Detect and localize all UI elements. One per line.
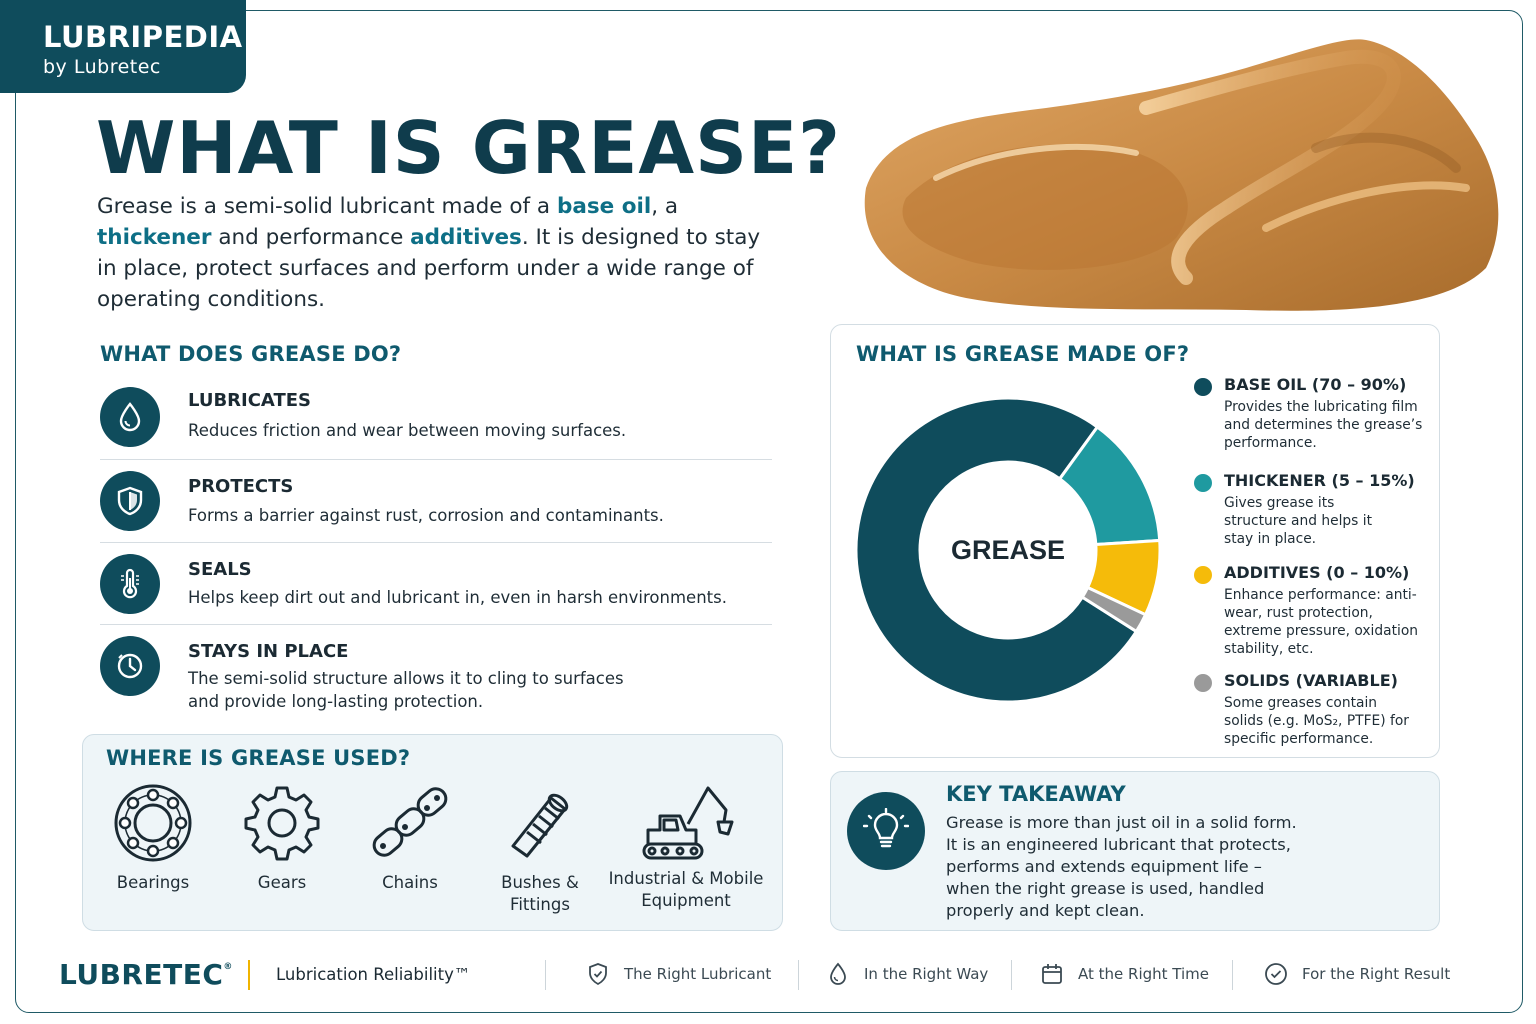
usage-label: Bushes & Fittings [501, 873, 579, 914]
function-seals: SEALS Helps keep dirt out and lubricant … [100, 554, 772, 614]
legend-desc: Enhance performance: anti-wear, rust pro… [1224, 587, 1419, 657]
function-stays-in-place: STAYS IN PLACE The semi-solid structure … [100, 636, 772, 711]
legend-desc: Gives grease its structure and helps it … [1224, 495, 1372, 547]
bushing-icon [511, 793, 569, 858]
droplet-icon [830, 962, 846, 985]
divider [100, 624, 772, 625]
function-title: STAYS IN PLACE [188, 641, 349, 662]
chain-icon [372, 787, 448, 857]
bearing-icon [114, 784, 192, 862]
footer-item-right-time: At the Right Time [1040, 962, 1209, 986]
legend-swatch [1194, 378, 1212, 396]
function-title: LUBRICATES [188, 390, 312, 411]
function-desc: Reduces friction and wear between moving… [188, 421, 627, 440]
footer-item-right-result: For the Right Result [1264, 962, 1450, 986]
legend-swatch [1194, 674, 1212, 692]
footer-item-label: At the Right Time [1078, 965, 1210, 983]
footer-separator [798, 960, 799, 990]
brand-tag: LUBRIPEDIA by Lubretec [0, 0, 246, 93]
footer-item-right-way: In the Right Way [826, 962, 988, 986]
footer-item-label: For the Right Result [1302, 965, 1451, 983]
composition-heading: WHAT IS GREASE MADE OF? [856, 342, 1190, 366]
takeaway-panel [830, 771, 1440, 931]
clock-icon [100, 636, 160, 696]
function-desc: Forms a barrier against rust, corrosion … [188, 506, 664, 525]
legend-title: BASE OIL (70 – 90%) [1224, 375, 1407, 394]
page-title: WHAT IS GREASE? [96, 106, 841, 190]
excavator-icon [642, 786, 734, 860]
legend-title: ADDITIVES (0 – 10%) [1224, 563, 1410, 582]
takeaway-text: Grease is more than just oil in a solid … [946, 813, 1297, 920]
divider [100, 459, 772, 460]
takeaway-heading: KEY TAKEAWAY [946, 782, 1126, 806]
function-title: SEALS [188, 559, 252, 580]
divider [100, 542, 772, 543]
function-title: PROTECTS [188, 476, 294, 497]
functions-heading: WHAT DOES GREASE DO? [100, 342, 402, 366]
donut-slice-solids [1080, 585, 1148, 634]
footer-item-right-lubricant: The Right Lubricant [586, 962, 771, 986]
gear-icon [244, 786, 320, 861]
shield-check-icon [589, 963, 607, 986]
intro-text: Grease is a semi-solid lubricant made of… [97, 194, 761, 312]
usage-panel [82, 734, 783, 931]
brand-by: by Lubretec [43, 56, 161, 78]
footer-item-label: The Right Lubricant [624, 965, 772, 983]
highlight-additives: additives [410, 225, 522, 250]
footer-item-label: In the Right Way [864, 965, 989, 983]
legend-title: SOLIDS (VARIABLE) [1224, 671, 1398, 690]
legend-swatch [1194, 566, 1212, 584]
highlight-base-oil: base oil [556, 194, 652, 219]
legend-swatch [1194, 474, 1212, 492]
droplet-icon [100, 387, 160, 447]
usage-gears: Gears [232, 782, 332, 894]
grease-image [864, 39, 1499, 311]
donut-center-label: GREASE [951, 535, 1065, 565]
calendar-icon [1042, 964, 1062, 984]
footer-logo: LUBRETEC® [59, 958, 233, 991]
function-desc: The semi-solid structure allows it to cl… [188, 669, 624, 711]
check-circle-icon [1265, 963, 1287, 985]
footer-tagline: Lubrication Reliability™ [276, 965, 471, 984]
usage-label: Gears [257, 873, 307, 892]
shield-icon [100, 471, 160, 531]
function-desc: Helps keep dirt out and lubricant in, ev… [188, 588, 727, 607]
thermometer-icon [100, 554, 160, 614]
footer-separator [545, 960, 546, 990]
footer-separator [1011, 960, 1012, 990]
footer-separator [1232, 960, 1233, 990]
usage-heading: WHERE IS GREASE USED? [106, 746, 411, 770]
legend-desc: Provides the lubricating film and determ… [1224, 399, 1423, 451]
usage-bushes-fittings: Bushes & Fittings [490, 782, 590, 916]
usage-label: Industrial & Mobile Equipment [608, 869, 764, 910]
highlight-thickener: thickener [97, 225, 212, 250]
function-lubricates: LUBRICATES Reduces friction and wear bet… [100, 387, 772, 447]
composition-donut-chart: GREASE [854, 396, 1162, 704]
function-protects: PROTECTS Forms a barrier against rust, c… [100, 471, 772, 531]
footer-separator [248, 960, 250, 990]
usage-label: Bearings [116, 873, 190, 892]
usage-label: Chains [382, 873, 438, 892]
lightbulb-icon [847, 792, 925, 870]
brand-name: LUBRIPEDIA [43, 20, 243, 54]
usage-industrial-equipment: Industrial & Mobile Equipment [606, 778, 766, 912]
footer-logo-mark: ® [223, 962, 233, 972]
usage-bearings: Bearings [103, 782, 203, 894]
usage-chains: Chains [360, 782, 460, 894]
legend-desc: Some greases contain solids (e.g. MoS₂, … [1224, 695, 1409, 747]
legend-title: THICKENER (5 – 15%) [1224, 471, 1415, 490]
donut-slice-base-oil [854, 396, 1139, 704]
